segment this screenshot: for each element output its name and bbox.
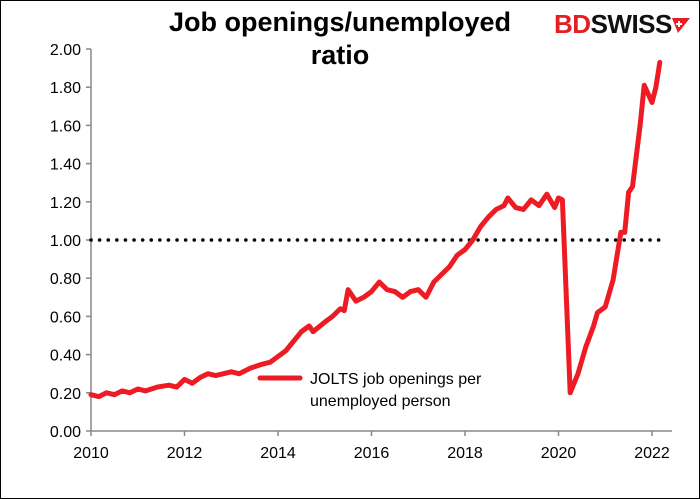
logo-bd: BD [554,9,591,39]
x-tick-label: 2012 [167,445,203,462]
x-tick-label: 2010 [73,445,109,462]
series-line-0 [88,59,663,400]
y-tick-label: 1.00 [50,233,81,250]
y-tick-label: 0.20 [50,386,81,403]
bdswiss-logo: BDSWISS [554,9,690,40]
logo-flag-icon [671,18,690,33]
y-tick-label: 0.80 [50,271,81,288]
y-tick-label: 1.60 [50,118,81,135]
title-line-2: ratio [310,40,370,70]
legend-label: unemployed person [310,393,451,410]
x-tick-label: 2016 [354,445,390,462]
x-tick-label: 2018 [447,445,483,462]
y-tick-label: 1.80 [50,80,81,97]
y-tick-label: 0.40 [50,348,81,365]
x-tick-label: 2020 [541,445,577,462]
x-tick-label: 2014 [260,445,296,462]
y-tick-label: 1.20 [50,195,81,212]
legend-label: JOLTS job openings per [310,371,482,388]
title-line-1: Job openings/unemployed [168,7,512,37]
y-tick-label: 1.40 [50,157,81,174]
y-tick-label: 2.00 [50,42,81,59]
chart-title: Job openings/unemployed ratio [130,6,550,72]
x-tick-label: 2022 [634,445,670,462]
y-tick-label: 0.00 [50,424,81,441]
logo-swiss: SWISS [590,9,673,39]
y-tick-label: 0.60 [50,309,81,326]
